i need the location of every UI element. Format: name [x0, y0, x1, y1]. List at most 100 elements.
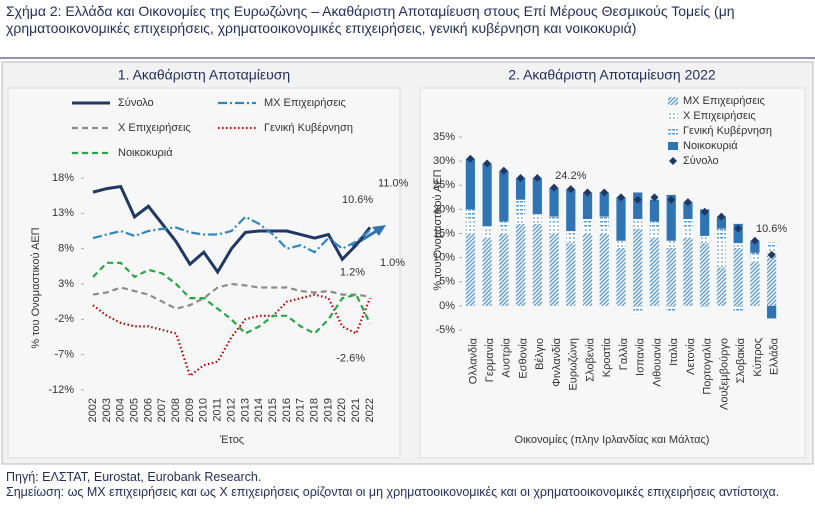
x-tick-label: 2003 [101, 398, 113, 422]
bar-segment [599, 192, 609, 217]
x-tick-label: 2008 [170, 398, 182, 422]
bar-segment [582, 219, 593, 229]
total-marker [650, 193, 659, 202]
bar-segment [599, 233, 609, 306]
y-tick-label: 3% [58, 278, 74, 290]
total-marker [700, 207, 709, 216]
x-tick-label: 2020 [336, 398, 348, 422]
bar-segment [465, 209, 475, 220]
y-tick-label: 10% [433, 252, 455, 264]
total-marker [499, 166, 508, 175]
bar-segment [465, 233, 475, 306]
bar-segment [733, 247, 743, 306]
bar-segment [750, 262, 760, 306]
bar-segment [566, 231, 576, 234]
y-tick-label: -7% [54, 349, 74, 361]
y-axis-label: % του Ονομαστικού ΑΕΠ [432, 169, 444, 290]
legend-label: ΜΧ Επιχειρήσεις [683, 95, 765, 107]
value-label: 24.2% [555, 170, 586, 182]
x-axis-label: Έτος [219, 434, 244, 446]
note: Σημείωση: ως ΜΧ επιχειρήσεις και ως Χ επ… [6, 485, 780, 499]
value-label: 10.6% [342, 194, 373, 206]
total-marker [516, 174, 525, 183]
x-tick-label: Ολλανδία [467, 337, 479, 384]
bar-segment [566, 189, 576, 232]
x-tick-label: 2013 [239, 398, 251, 422]
total-marker [717, 212, 726, 221]
y-tick-label: 18% [52, 172, 74, 184]
bar-segment [716, 216, 727, 229]
y-tick-label: 5% [439, 276, 455, 288]
total-marker [583, 188, 592, 197]
bar-segment [750, 252, 760, 256]
x-tick-label: Ευρωζώνη [568, 338, 580, 391]
y-tick-label: 0% [439, 300, 455, 312]
bar-segment [482, 163, 492, 227]
y-tick-label: 20% [433, 203, 455, 215]
legend-swatch [668, 112, 678, 120]
legend-swatch [668, 97, 678, 105]
total-marker [617, 193, 625, 202]
value-label: 1.2% [340, 267, 365, 279]
total-marker [767, 250, 776, 259]
bar-segment [733, 305, 743, 311]
series-line [92, 215, 371, 254]
value-label: 1.0% [380, 257, 405, 269]
bar-segment [716, 238, 727, 268]
bar-segment [683, 238, 693, 306]
bar-segment [683, 202, 693, 220]
bar-segment [566, 233, 576, 244]
total-marker [466, 154, 475, 163]
x-tick-label: Λουξεμβούργο [718, 338, 730, 410]
bar-segment [700, 235, 710, 244]
x-tick-label: 2007 [156, 398, 168, 422]
y-tick-label: -5% [435, 324, 455, 336]
x-tick-label: 2005 [128, 398, 140, 422]
y-tick-label: 25% [433, 179, 455, 191]
x-tick-label: 2011 [212, 398, 224, 422]
bar-segment [499, 221, 509, 227]
bar-segment [633, 305, 643, 314]
bar-segment [716, 228, 727, 239]
chart-title: 1. Ακαθάριστη Αποταμίευση [118, 67, 290, 83]
bar-segment [633, 192, 643, 220]
x-tick-label: Φινλανδία [551, 337, 563, 386]
bar-segment [700, 243, 710, 306]
x-tick-label: Κροατία [601, 337, 613, 377]
bar-segment [616, 247, 626, 306]
x-tick-label: 2006 [142, 398, 154, 422]
bar-segment [599, 226, 609, 234]
x-tick-label: Ιταλία [668, 337, 680, 366]
bar-segment [633, 219, 643, 229]
x-tick-label: Γερμανία [484, 337, 496, 382]
bar-segment [750, 255, 760, 263]
x-tick-label: Εσθονία [517, 337, 529, 378]
total-marker [600, 188, 609, 197]
x-tick-label: 2015 [267, 398, 279, 422]
bar-segment [499, 226, 509, 234]
bar-segment [700, 209, 710, 236]
bar-segment [515, 214, 526, 224]
legend-label: Γενική Κυβέρνηση [683, 125, 772, 137]
y-tick-label: 35% [433, 131, 455, 143]
legend-label: Γενική Κυβέρνηση [264, 122, 353, 134]
x-tick-label: 2012 [225, 398, 237, 422]
value-label: 11.0% [378, 177, 409, 189]
x-tick-label: 2004 [115, 398, 127, 422]
bar-segment [649, 228, 660, 239]
bar-segment [716, 267, 727, 306]
x-tick-label: Σλοβενία [584, 337, 596, 381]
bar-segment [767, 242, 777, 248]
panel-2 [419, 87, 806, 459]
trend-arrowhead [372, 225, 386, 236]
bar-segment [499, 170, 509, 222]
bar-segment [616, 240, 626, 248]
x-tick-label: 2018 [309, 398, 321, 422]
legend-label: Χ Επιχειρήσεις [683, 110, 756, 122]
value-label: 10.6% [756, 223, 787, 235]
series-line [92, 261, 371, 335]
y-tick-label: 13% [52, 207, 74, 219]
bar-segment [515, 199, 526, 215]
bar-segment [700, 305, 710, 309]
